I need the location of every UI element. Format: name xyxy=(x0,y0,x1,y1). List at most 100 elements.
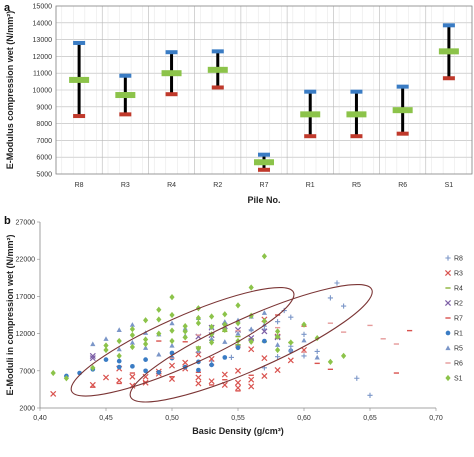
panel-b-point-s1 xyxy=(275,346,281,354)
panel-b-point-r2 xyxy=(89,352,96,359)
panel-b-point-s1 xyxy=(156,330,162,337)
panel-b-point-r8 xyxy=(314,348,320,355)
panel-b-point-r2 xyxy=(261,328,268,335)
panel-b-point-r1 xyxy=(103,357,109,362)
panel-b-point-r1 xyxy=(222,355,228,360)
panel-b-point-s1 xyxy=(222,311,228,318)
panel-b-point-r3 xyxy=(248,383,255,390)
panel-a-x-tick: R6 xyxy=(398,182,407,189)
panel-b-y-tick: 2000 xyxy=(19,406,35,413)
panel-b-point-s1 xyxy=(116,337,122,345)
panel-b-x-tick: 0,70 xyxy=(429,415,443,422)
panel-b-point-s1 xyxy=(261,253,267,260)
panel-b-letter: b xyxy=(4,215,11,227)
panel-b-point-s1 xyxy=(156,306,162,313)
panel-a-mean-mark xyxy=(392,107,413,114)
panel-a-x-tick: R1 xyxy=(306,182,315,189)
panel-b-point-r3 xyxy=(195,380,202,387)
panel-a-letter: a xyxy=(4,2,11,14)
panel-a-y-tick: 13000 xyxy=(33,37,53,44)
panel-b-point-s1 xyxy=(169,327,175,334)
panel-b-point-r3 xyxy=(248,346,255,353)
panel-b-point-r1 xyxy=(196,367,201,373)
panel-b-point-r5 xyxy=(103,336,109,341)
panel-a-mean-mark xyxy=(161,70,182,77)
panel-b-point-r5 xyxy=(275,342,281,347)
panel-a-y-axis-title: E-Modulus compression wet (N/mm²) xyxy=(5,11,15,170)
panel-b-point-r3 xyxy=(116,377,123,384)
panel-b-point-r3 xyxy=(234,379,242,386)
panel-a-x-tick: R5 xyxy=(352,182,361,189)
panel-b-point-r3 xyxy=(168,362,176,369)
panel-b-point-s1 xyxy=(129,343,135,351)
panel-a-x-tick-labels: R8 R3 R4 R2 R7 R1 R5 R6 S1 xyxy=(75,182,454,189)
panel-b-x-tick: 0,55 xyxy=(231,415,245,422)
panel-b-point-r8 xyxy=(288,314,294,320)
panel-b-point-s1 xyxy=(209,323,215,331)
panel-b-point-r8 xyxy=(275,319,281,325)
panel-b-point-r2 xyxy=(89,355,96,362)
panel-b-point-s1 xyxy=(248,284,254,291)
panel-b-data-points xyxy=(50,253,413,398)
panel-b-point-r8 xyxy=(354,375,360,381)
panel-a-y-tick: 5000 xyxy=(36,172,52,179)
panel-b-y-tick-labels: 2000 7000 12000 17000 22000 27000 xyxy=(16,220,36,413)
panel-a-y-tick: 6000 xyxy=(36,155,52,162)
panel-b-point-s1 xyxy=(314,334,320,342)
panel-b-point-s1 xyxy=(195,314,201,322)
panel-b-point-r5 xyxy=(235,331,241,336)
panel-a-plot-frame xyxy=(55,5,473,175)
panel-a-min-mark xyxy=(119,112,132,117)
panel-a-min-mark xyxy=(211,85,224,90)
panel-a-max-mark xyxy=(304,89,317,94)
panel-a-y-tick: 7000 xyxy=(36,138,52,145)
panel-b-legend-label: S1 xyxy=(454,376,463,383)
panel-b-x-tick: 0,60 xyxy=(297,415,311,422)
panel-a-y-tick: 12000 xyxy=(33,54,53,61)
panel-a-y-tick-labels: 5000 6000 7000 8000 9000 10000 11000 12000 13000… xyxy=(33,4,53,179)
panel-b-point-r3 xyxy=(234,367,242,374)
panel-a-max-mark xyxy=(119,73,132,78)
panel-b-point-r5 xyxy=(314,354,320,360)
panel-a-min-mark xyxy=(442,76,455,81)
panel-b-y-tick: 17000 xyxy=(16,294,36,301)
panel-b-point-r3 xyxy=(261,355,268,362)
panel-b-legend-label: R2 xyxy=(454,301,463,308)
panel-b-legend-label: R1 xyxy=(454,331,463,338)
panel-b-point-r3 xyxy=(208,355,215,362)
panel-b-point-r1 xyxy=(235,345,241,351)
panel-b-legend-marker xyxy=(444,299,452,307)
panel-b-point-r5 xyxy=(248,326,254,332)
panel-b-legend-marker xyxy=(445,374,451,382)
panel-b-point-s1 xyxy=(50,369,56,377)
panel-b-point-s1 xyxy=(222,326,228,333)
panel-a-min-mark xyxy=(165,92,178,97)
panel-b-point-s1 xyxy=(275,328,281,335)
panel-a-max-mark xyxy=(258,152,270,157)
panel-b-point-s1 xyxy=(341,352,347,360)
panel-b-point-s1 xyxy=(169,311,175,319)
panel-b-point-r3 xyxy=(50,390,57,397)
panel-a-mean-mark xyxy=(207,66,228,73)
panel-b-point-s1 xyxy=(143,317,149,324)
panel-b-point-r5 xyxy=(209,336,215,341)
panel-a-x-tick: R3 xyxy=(121,182,130,189)
panel-b-point-r3 xyxy=(274,367,281,374)
panel-b-point-s1 xyxy=(261,317,267,325)
panel-a-mean-mark xyxy=(115,92,136,99)
panel-b-point-r8 xyxy=(301,353,307,359)
panel-b-point-r5 xyxy=(116,346,122,352)
panel-a-max-mark xyxy=(211,49,224,54)
panel-b-point-s1 xyxy=(103,346,109,354)
panel-a-min-mark xyxy=(350,134,363,139)
panel-b-point-r3 xyxy=(221,371,228,378)
panel-b-point-r3 xyxy=(208,378,215,385)
panel-b-point-s1 xyxy=(288,339,294,346)
panel-a-max-mark xyxy=(165,50,178,55)
panel-b-point-r1 xyxy=(262,338,267,344)
panel-b-point-r8 xyxy=(367,392,373,398)
panel-b-point-r5 xyxy=(222,339,228,344)
panel-b-point-r3 xyxy=(261,372,268,380)
panel-b-point-s1 xyxy=(248,338,254,345)
